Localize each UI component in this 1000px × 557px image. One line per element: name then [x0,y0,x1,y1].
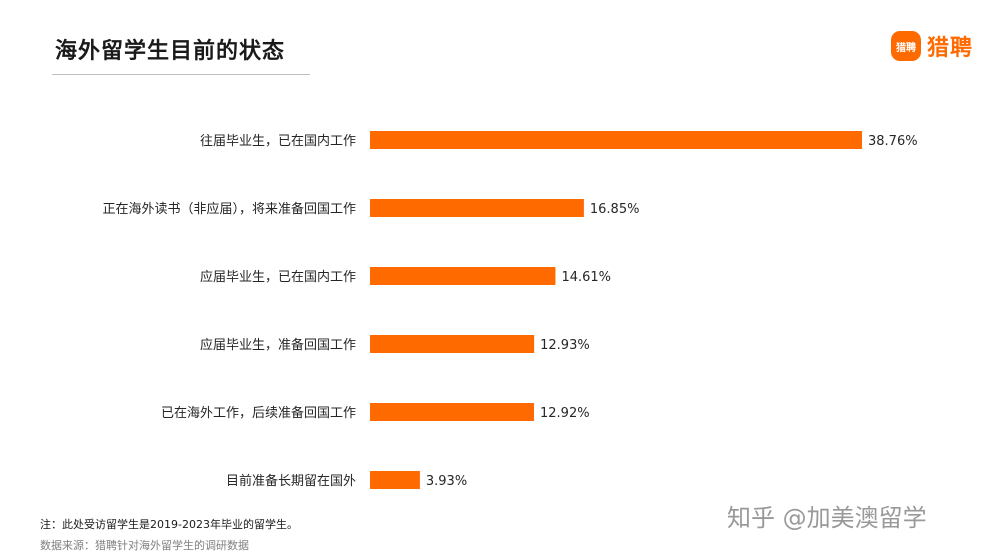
value-label: 14.61% [561,270,611,285]
page-title: 海外留学生目前的状态 [55,39,286,64]
brand-logo: 猎聘 猎聘 [891,30,973,62]
bar [370,131,862,149]
category-label: 应届毕业生，已在国内工作 [200,269,356,285]
category-label: 应届毕业生，准备回国工作 [200,337,356,353]
brand-logo-icon: 猎聘 [891,31,921,61]
value-label: 16.85% [590,202,640,217]
watermark: 知乎 @加美澳留学 [727,504,927,532]
category-label: 往届毕业生，已在国内工作 [200,133,356,149]
brand-logo-text: 猎聘 [927,36,974,61]
bar [370,403,534,421]
title-underline [52,74,310,75]
value-label: 38.76% [868,134,918,149]
bar [370,335,535,353]
bar [370,471,420,489]
value-label: 3.93% [426,474,467,489]
bar [370,267,556,285]
bar [370,199,584,217]
value-label: 12.92% [540,406,590,421]
footnote: 注：此处受访留学生是2019-2023年毕业的留学生。 [40,518,298,531]
value-label: 12.93% [540,338,590,353]
data-source: 数据来源：猎聘针对海外留学生的调研数据 [40,539,249,552]
category-label: 已在海外工作，后续准备回国工作 [161,405,356,421]
bar-chart: 往届毕业生，已在国内工作 38.76% 正在海外读书（非应届），将来准备回国工作 16… [102,131,918,489]
category-label: 目前准备长期留在国外 [226,473,356,489]
category-label: 正在海外读书（非应届），将来准备回国工作 [102,201,356,217]
